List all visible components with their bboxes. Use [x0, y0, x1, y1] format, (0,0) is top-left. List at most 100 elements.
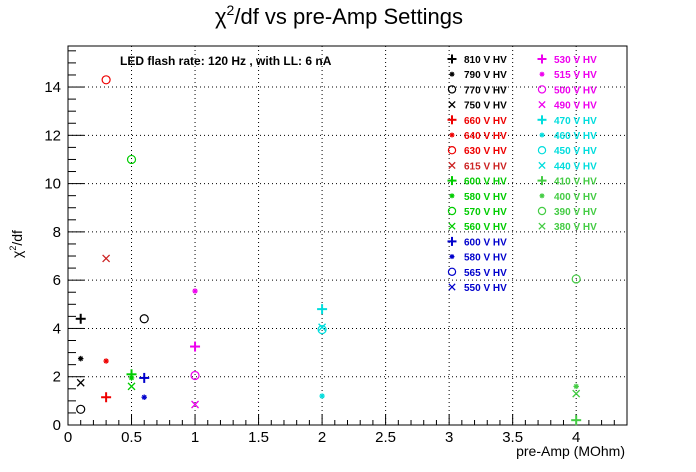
- marker-circle: [447, 267, 457, 276]
- legend-marker: [447, 115, 457, 125]
- legend-label: 470 V HV: [554, 116, 597, 127]
- x-tick-label: 4: [572, 429, 580, 446]
- legend-marker: [538, 161, 546, 170]
- marker-cross-b: [538, 100, 546, 109]
- data-point: [101, 75, 111, 85]
- legend-marker: [448, 161, 456, 170]
- marker-star-ray: [192, 288, 198, 294]
- marker-star-ray: [449, 132, 455, 138]
- marker-cross-b: [572, 389, 581, 398]
- marker-circle: [101, 75, 111, 85]
- marker-cross-b: [191, 400, 200, 409]
- legend-marker: [447, 85, 457, 94]
- legend-marker: [537, 54, 547, 64]
- marker-star-ray: [449, 193, 455, 198]
- legend-label: 515 V HV: [554, 70, 597, 81]
- data-point: [103, 358, 109, 364]
- legend-label: 615 V HV: [464, 161, 507, 172]
- legend-marker: [537, 176, 547, 186]
- legend-label: 640 V HV: [464, 131, 507, 142]
- marker-star-ray: [103, 358, 109, 364]
- marker-circle: [139, 314, 149, 324]
- chart-title-rest: /df vs pre-Amp Settings: [234, 4, 463, 29]
- marker-circle: [447, 145, 457, 155]
- marker-star-ray: [449, 72, 455, 77]
- marker-circle: [537, 145, 547, 155]
- legend-label: 580 V HV: [464, 192, 507, 203]
- legend-marker: [539, 193, 545, 199]
- marker-star-ray: [141, 394, 147, 400]
- legend-marker: [539, 71, 545, 77]
- legend-label: 600 V HV: [464, 177, 507, 188]
- y-tick-label: 0: [53, 417, 61, 434]
- data-point: [317, 304, 328, 315]
- legend-label: 630 V HV: [464, 146, 507, 157]
- x-tick-label: 3: [445, 429, 453, 446]
- data-point: [77, 355, 84, 362]
- legend-marker: [449, 254, 455, 260]
- chart-annotation: LED flash rate: 120 Hz , with LL: 6 nA: [120, 54, 332, 68]
- legend-label: 460 V HV: [554, 131, 597, 142]
- y-tick-label: 2: [53, 369, 61, 386]
- data-point: [571, 274, 581, 284]
- data-point: [191, 400, 200, 409]
- legend-marker: [449, 193, 455, 199]
- marker-circle: [317, 325, 327, 335]
- marker-star-ray: [449, 254, 455, 259]
- x-tick-label: 3.5: [502, 429, 523, 446]
- chart-title: χ2/df vs pre-Amp Settings: [215, 2, 463, 29]
- legend-marker: [538, 100, 546, 109]
- marker-circle: [447, 206, 457, 216]
- legend-marker: [448, 283, 456, 291]
- marker-cross-b: [127, 382, 136, 391]
- data-point: [190, 370, 200, 381]
- marker-star-ray: [573, 384, 579, 389]
- legend-label: 570 V HV: [464, 207, 507, 218]
- legend-marker: [537, 145, 547, 155]
- data-point: [190, 341, 201, 352]
- marker-star-ray: [78, 356, 84, 361]
- data-point: [317, 325, 327, 335]
- legend-marker: [447, 54, 457, 64]
- x-tick-labels: 0 0.5 1 1.5 2 2.5 3 3.5 4: [64, 429, 581, 446]
- marker-cross-b: [102, 254, 111, 263]
- y-tick-label: 10: [44, 176, 61, 193]
- x-tick-label: 2: [318, 429, 326, 446]
- x-axis-title: pre-Amp (MOhm): [516, 443, 625, 459]
- marker-cross-b: [448, 222, 456, 230]
- marker-cross-b: [448, 100, 456, 109]
- data-point: [76, 404, 86, 414]
- x-tick-label: 1.5: [248, 429, 269, 446]
- data-point: [139, 372, 150, 383]
- data-points: [75, 75, 582, 426]
- marker-star-ray: [539, 193, 545, 198]
- marker-cross-b: [538, 222, 546, 230]
- marker-circle: [571, 274, 581, 284]
- legend-marker: [538, 222, 546, 230]
- marker-star-ray: [129, 375, 134, 381]
- legend-marker: [447, 206, 457, 216]
- legend-marker: [447, 267, 457, 276]
- legend-label: 490 V HV: [554, 101, 597, 112]
- data-point: [127, 382, 136, 391]
- marker-circle: [126, 154, 137, 165]
- legend-label: 580 V HV: [464, 253, 507, 264]
- legend-marker: [449, 132, 455, 138]
- marker-circle: [76, 404, 86, 414]
- data-point: [102, 254, 111, 263]
- data-point: [75, 313, 86, 324]
- legend-label: 500 V HV: [554, 85, 597, 96]
- data-point: [141, 394, 147, 400]
- legend-marker: [537, 85, 547, 94]
- marker-star-ray: [539, 72, 545, 77]
- y-axis-title-rest: /df: [9, 230, 25, 246]
- legend-marker: [447, 236, 457, 246]
- legend-label: 810 V HV: [464, 55, 507, 66]
- y-tick-label: 12: [44, 127, 61, 144]
- marker-circle: [537, 85, 547, 94]
- data-point: [126, 154, 137, 165]
- legend-label: 390 V HV: [554, 207, 597, 218]
- y-tick-label: 8: [53, 224, 61, 241]
- y-tick-label: 6: [53, 272, 61, 289]
